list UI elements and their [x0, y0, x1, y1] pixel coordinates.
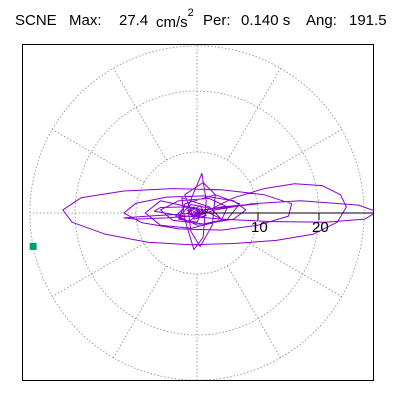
max-unit-exponent: 2 — [187, 7, 194, 19]
grid-spoke-150 — [52, 129, 145, 183]
angle-label: Ang: — [306, 12, 337, 29]
period-label: Per: — [203, 12, 231, 29]
radial-tick-label-20: 20 — [312, 219, 329, 236]
station-code: SCNE — [15, 12, 57, 29]
grid-spoke-30 — [249, 129, 342, 183]
period-value: 0.140 s — [241, 12, 291, 29]
peak-marker — [29, 242, 37, 250]
grid-spoke-120 — [113, 68, 167, 161]
max-unit-base: cm/s — [156, 14, 188, 31]
max-label: Max: — [69, 12, 102, 29]
grid-spoke-60 — [227, 68, 281, 161]
grid-spoke-240 — [113, 265, 167, 358]
polar-chart-svg: 10 20 — [29, 45, 373, 380]
grid-spoke-330 — [249, 243, 342, 297]
angle-value: 191.5 — [349, 12, 387, 29]
radial-tick-label-10: 10 — [251, 219, 268, 236]
max-unit: cm/s2 — [156, 7, 194, 31]
grid-spoke-300 — [227, 265, 281, 358]
motion-trace — [62, 172, 373, 251]
title-bar: SCNE Max: 27.4 cm/s2 Per: 0.140 s Ang: 1… — [15, 7, 395, 33]
grid-spoke-210 — [52, 243, 145, 297]
max-value: 27.4 — [119, 12, 149, 29]
polar-plot: 10 20 — [22, 44, 374, 381]
